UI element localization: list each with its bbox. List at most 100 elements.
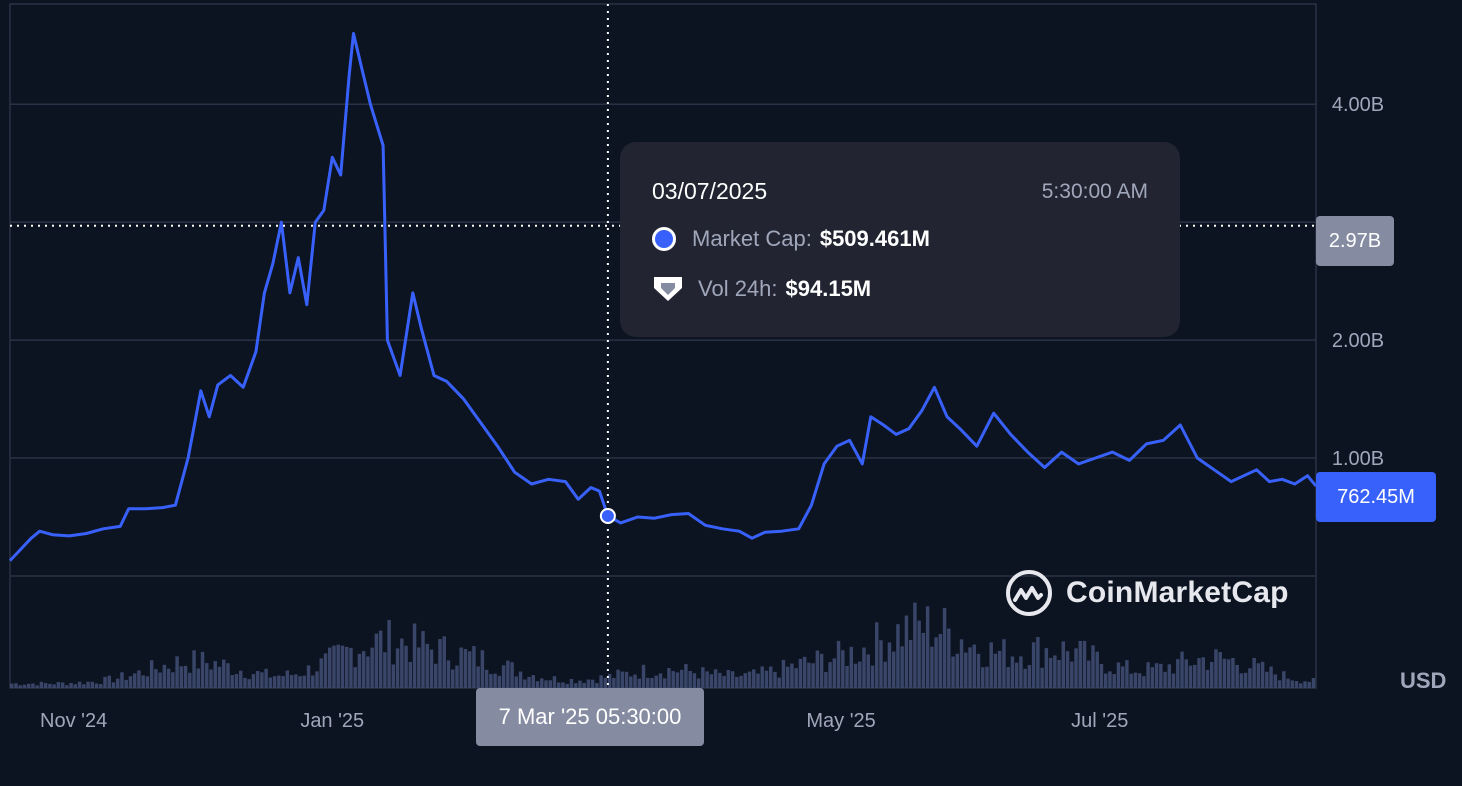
volume-bar — [1146, 662, 1150, 688]
volume-bar — [777, 677, 781, 688]
volume-bar — [484, 669, 489, 688]
volume-bar — [255, 671, 260, 688]
volume-bar — [336, 644, 340, 688]
volume-bar — [463, 648, 468, 688]
volume-bar — [217, 666, 222, 688]
volume-bar — [48, 683, 52, 688]
volume-bar — [1277, 680, 1282, 688]
volume-bar — [1103, 673, 1108, 688]
volume-bar — [234, 673, 239, 688]
volume-bar — [603, 677, 608, 688]
volume-bar — [696, 678, 701, 688]
volume-bar — [395, 648, 400, 688]
volume-bar — [942, 607, 947, 688]
volume-bar — [896, 624, 900, 688]
volume-bar — [1265, 671, 1269, 688]
volume-bar — [624, 671, 629, 688]
volume-bar — [243, 677, 247, 688]
volume-bar — [166, 668, 171, 688]
volume-bar — [52, 684, 56, 688]
volume-bar — [1027, 665, 1032, 688]
volume-bar — [1282, 671, 1286, 688]
volume-bar — [94, 683, 99, 688]
volume-bar — [891, 651, 896, 688]
y-tick-label: 4.00B — [1332, 94, 1384, 116]
volume-bar — [595, 683, 599, 688]
volume-bar — [552, 676, 557, 688]
volume-bar — [222, 659, 226, 688]
volume-bar — [773, 671, 777, 688]
coinmarketcap-logo: CoinMarketCap — [1004, 568, 1289, 618]
volume-bar — [938, 634, 943, 688]
volume-bar — [472, 646, 476, 688]
volume-bar — [1176, 659, 1180, 688]
volume-bar — [196, 668, 201, 688]
volume-bar — [429, 649, 434, 688]
volume-bar — [86, 681, 90, 688]
volume-bar — [14, 683, 18, 688]
volume-bar — [849, 646, 854, 688]
volume-bar — [612, 677, 616, 688]
volume-bar — [764, 670, 769, 688]
volume-bar — [340, 645, 345, 688]
volume-bar — [616, 669, 620, 688]
volume-bar — [824, 672, 828, 688]
volume-bar — [544, 680, 548, 688]
volume-bar — [599, 675, 603, 688]
x-tick-label: Jul '25 — [1071, 710, 1128, 732]
volume-bar — [1193, 664, 1197, 688]
volume-bar — [1188, 665, 1193, 688]
volume-bar — [175, 656, 179, 688]
market-cap-dot-icon — [652, 227, 676, 251]
volume-bar — [489, 674, 493, 688]
volume-bar — [1218, 652, 1222, 688]
volume-bar — [302, 675, 307, 688]
volume-bar — [523, 679, 527, 688]
volume-bar — [836, 640, 841, 688]
volume-bar — [90, 681, 95, 688]
volume-bar — [162, 664, 167, 688]
volume-bar — [1311, 678, 1316, 688]
volume-bar — [99, 684, 103, 688]
volume-bar — [137, 670, 141, 688]
crosshair-date-badge: 7 Mar '25 05:30:00 — [476, 688, 704, 746]
volume-bar — [917, 620, 921, 688]
volume-bar — [501, 665, 506, 688]
volume-bar — [226, 663, 230, 688]
volume-bar — [56, 681, 61, 688]
volume-bar — [794, 668, 798, 688]
volume-bar — [230, 674, 234, 688]
volume-bar — [654, 675, 658, 688]
volume-bar — [111, 682, 116, 688]
volume-bar — [1078, 640, 1082, 688]
volume-bar — [1252, 657, 1256, 688]
volume-bar — [132, 673, 137, 688]
volume-bar — [107, 675, 111, 688]
last-value-badge: 762.45M — [1316, 472, 1436, 522]
volume-bar — [853, 663, 858, 688]
volume-shield-icon — [654, 277, 682, 301]
volume-bar — [493, 673, 497, 688]
volume-bar — [684, 664, 688, 688]
volume-bar — [531, 675, 535, 688]
volume-bar — [1260, 661, 1265, 688]
x-tick-label: May '25 — [806, 710, 875, 732]
volume-bar — [370, 647, 374, 688]
volume-bar — [1112, 674, 1116, 688]
volume-bar — [688, 670, 692, 688]
volume-bar — [972, 644, 976, 688]
volume-bar — [565, 683, 569, 688]
volume-bar — [1120, 666, 1125, 688]
volume-bar — [412, 623, 417, 688]
volume-bar — [908, 639, 913, 688]
volume-bar — [1239, 673, 1244, 688]
volume-bar — [556, 682, 561, 688]
volume-bar — [1142, 676, 1146, 688]
volume-bar — [633, 674, 637, 688]
volume-bar — [446, 660, 451, 688]
volume-bar — [387, 620, 391, 688]
volume-bar — [10, 683, 14, 688]
volume-bar — [1053, 655, 1057, 688]
volume-bar — [434, 663, 438, 688]
